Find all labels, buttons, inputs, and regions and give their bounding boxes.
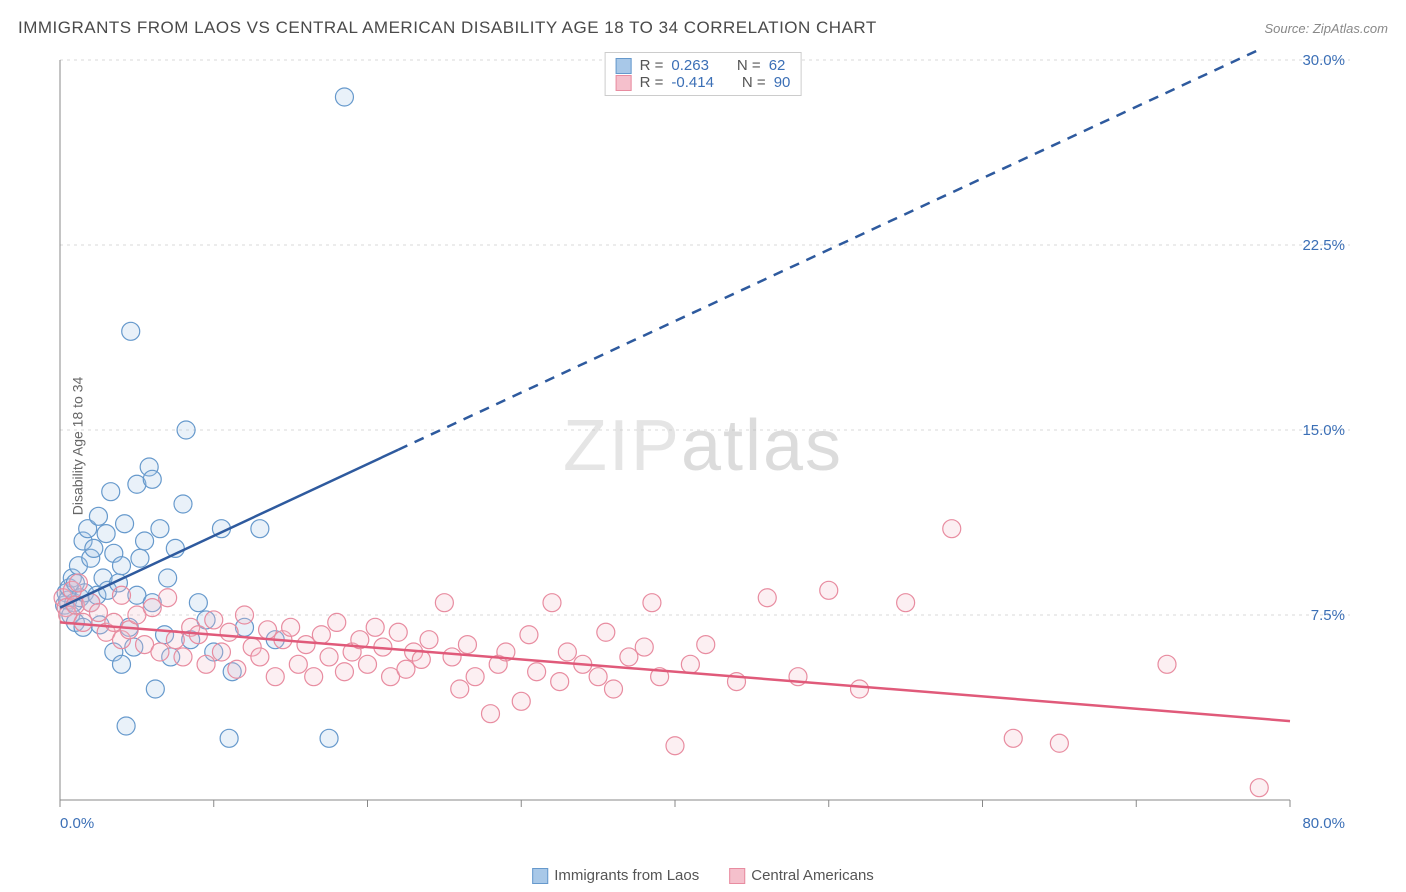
stats-n-value-central: 90 bbox=[774, 74, 791, 91]
chart-title: IMMIGRANTS FROM LAOS VS CENTRAL AMERICAN… bbox=[18, 18, 877, 38]
stats-r-label: R = bbox=[640, 74, 664, 91]
stats-row-central: R = -0.414 N = 90 bbox=[616, 74, 791, 91]
svg-text:80.0%: 80.0% bbox=[1302, 815, 1345, 832]
stats-n-value-laos: 62 bbox=[769, 57, 786, 74]
legend-swatch-central bbox=[729, 868, 745, 884]
legend-label-central: Central Americans bbox=[751, 867, 874, 884]
stats-row-laos: R = 0.263 N = 62 bbox=[616, 57, 791, 74]
svg-text:0.0%: 0.0% bbox=[60, 815, 94, 832]
chart-header: IMMIGRANTS FROM LAOS VS CENTRAL AMERICAN… bbox=[18, 18, 1388, 38]
stats-r-value-central: -0.414 bbox=[671, 74, 714, 91]
source-name: ZipAtlas.com bbox=[1313, 21, 1388, 36]
svg-text:15.0%: 15.0% bbox=[1302, 422, 1345, 439]
stats-swatch-laos bbox=[616, 58, 632, 74]
stats-r-label: R = bbox=[640, 57, 664, 74]
source-credit: Source: ZipAtlas.com bbox=[1264, 21, 1388, 36]
svg-text:22.5%: 22.5% bbox=[1302, 237, 1345, 254]
stats-n-label: N = bbox=[737, 57, 761, 74]
stats-r-value-laos: 0.263 bbox=[671, 57, 709, 74]
bottom-legend: Immigrants from Laos Central Americans bbox=[532, 867, 874, 884]
stats-n-label: N = bbox=[742, 74, 766, 91]
scatter-chart: 7.5% 15.0% 22.5% 30.0% 0.0% 80.0% bbox=[50, 50, 1350, 840]
legend-item-laos: Immigrants from Laos bbox=[532, 867, 699, 884]
legend-item-central: Central Americans bbox=[729, 867, 874, 884]
legend-swatch-laos bbox=[532, 868, 548, 884]
legend-label-laos: Immigrants from Laos bbox=[554, 867, 699, 884]
stats-swatch-central bbox=[616, 75, 632, 91]
svg-text:30.0%: 30.0% bbox=[1302, 52, 1345, 69]
svg-text:7.5%: 7.5% bbox=[1311, 607, 1345, 624]
source-label: Source: bbox=[1264, 21, 1312, 36]
correlation-stats-box: R = 0.263 N = 62 R = -0.414 N = 90 bbox=[605, 52, 802, 96]
